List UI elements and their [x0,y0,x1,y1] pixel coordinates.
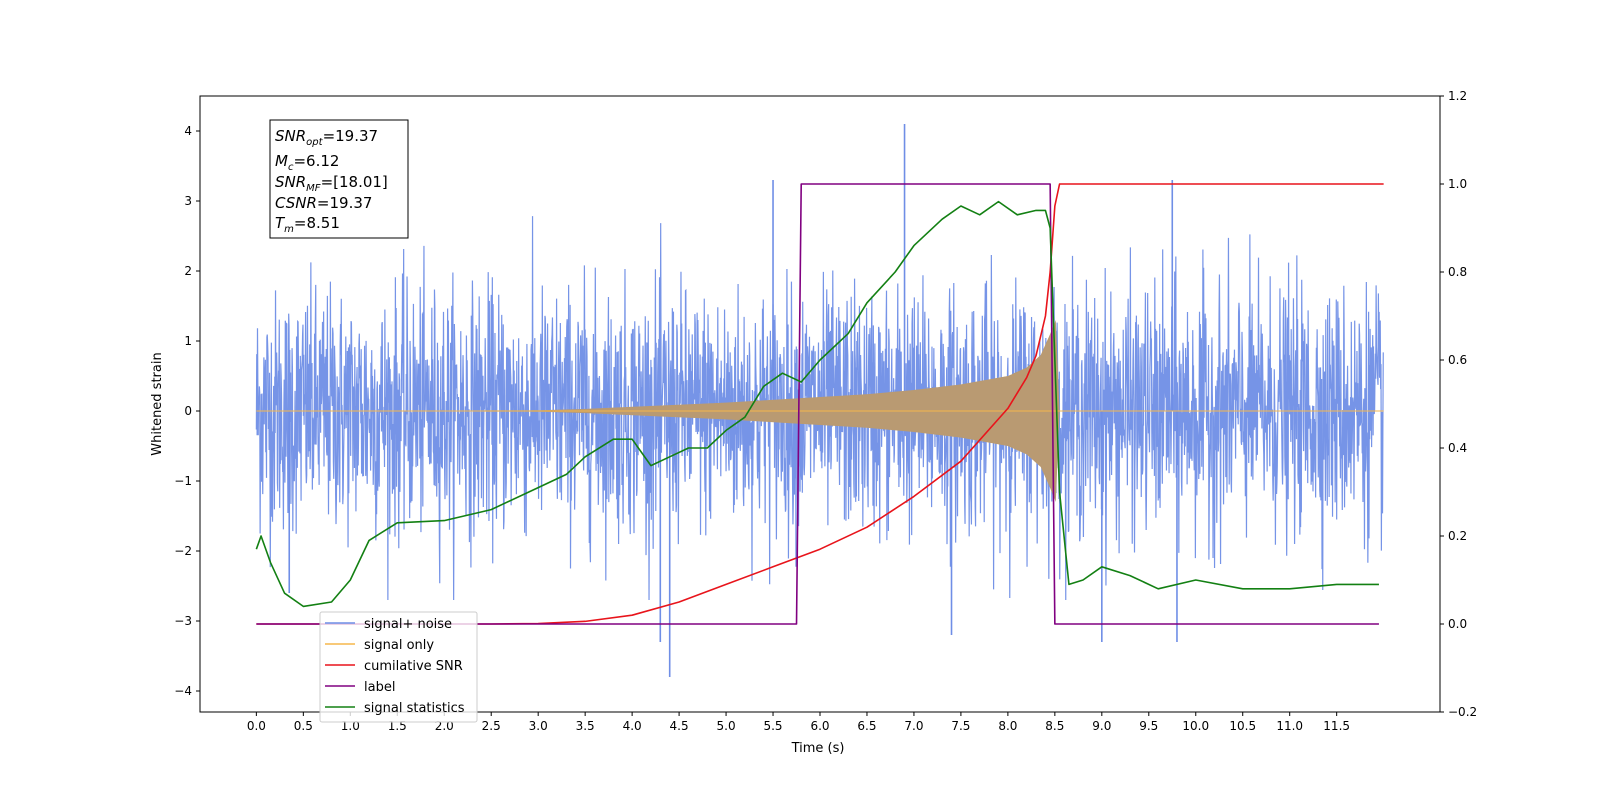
legend-label-signal-only: signal only [364,638,434,653]
x-tick-label: 5.0 [717,719,736,733]
annotation-tm: Tm=8.51 [275,214,340,235]
y-axis-label: Whitened strain [150,352,165,455]
y-axis-left: −4 −3 −2 −1 0 1 2 3 4 [174,124,200,698]
legend-label-signal-statistics: signal statistics [364,701,465,716]
annotation-snr-mf: SNRMF=[18.01] [275,173,388,194]
x-tick-label: 2.5 [482,719,501,733]
x-axis-label: Time (s) [791,741,845,756]
x-tick-label: 8.0 [998,719,1017,733]
y-tick-label: −4 [174,684,192,698]
annotation-mc: Mc=6.12 [275,152,339,173]
annotation-csnr: CSNR=19.37 [275,194,372,212]
x-tick-label: 7.0 [904,719,923,733]
y-tick-label: 2 [184,264,192,278]
x-tick-label: 5.5 [763,719,782,733]
legend-item-signal-only: signal only [325,638,434,653]
x-tick-label: 3.5 [576,719,595,733]
legend-label-cumilative-snr: cumilative SNR [364,659,463,674]
x-tick-label: 4.5 [670,719,689,733]
signal-noise-line [255,216,1384,601]
y-axis-right: −0.2 0.0 0.2 0.4 0.6 0.8 1.0 1.2 [1440,89,1477,719]
x-tick-label: 11.5 [1323,719,1350,733]
x-tick-label: 8.5 [1045,719,1064,733]
x-tick-label: 10.0 [1182,719,1209,733]
y-tick-label: 3 [184,194,192,208]
legend-item-label: label [325,680,395,695]
x-tick-label: 6.5 [857,719,876,733]
signal-only-series [256,320,1384,502]
y-tick-label: 4 [184,124,192,138]
legend-label-signal-noise: signal+ noise [364,617,452,632]
x-tick-label: 9.5 [1139,719,1158,733]
x-tick-label: 0.5 [294,719,313,733]
y-tick-label: −2 [174,544,192,558]
x-tick-label: 0.0 [247,719,266,733]
legend-label-label: label [364,680,395,695]
legend-item-cumilative-snr: cumilative SNR [325,659,463,674]
y2-tick-label: 1.0 [1448,177,1467,191]
y-tick-label: −1 [174,474,192,488]
x-axis: 0.0 0.5 1.0 1.5 2.0 2.5 3.0 3.5 4.0 4.5 5.0 5.5 6.0 6… [247,712,1350,733]
y2-tick-label: 1.2 [1448,89,1467,103]
stats-annotation-box: SNRopt=19.37 Mc=6.12 SNRMF=[18.01] CSNR=… [269,119,409,239]
x-tick-label: 6.0 [810,719,829,733]
y2-tick-label: 0.2 [1448,529,1467,543]
x-tick-label: 11.0 [1276,719,1303,733]
y-tick-label: 1 [184,334,192,348]
x-tick-label: 3.0 [529,719,548,733]
y2-tick-label: −0.2 [1448,705,1477,719]
x-tick-label: 4.0 [623,719,642,733]
x-tick-label: 9.0 [1092,719,1111,733]
annotation-snr-opt: SNRopt=19.37 [275,127,378,148]
cumilative-snr-line [256,183,1384,625]
y2-tick-label: 0.8 [1448,265,1467,279]
label-line [256,183,1379,625]
y-tick-label: −3 [174,614,192,628]
signal-noise-series [255,124,1384,677]
legend: signal+ noise signal only cumilative SNR… [319,611,478,723]
x-tick-label: 10.5 [1229,719,1256,733]
right-axis-series [255,183,1384,625]
y2-tick-label: 0.4 [1448,441,1467,455]
legend-item-signal-statistics: signal statistics [325,701,465,716]
signal-statistics-line [255,200,1379,608]
x-tick-label: 7.5 [951,719,970,733]
y2-tick-label: 0.0 [1448,617,1467,631]
y-tick-label: 0 [184,404,192,418]
y2-tick-label: 0.6 [1448,353,1467,367]
legend-item-signal-noise: signal+ noise [325,617,452,632]
